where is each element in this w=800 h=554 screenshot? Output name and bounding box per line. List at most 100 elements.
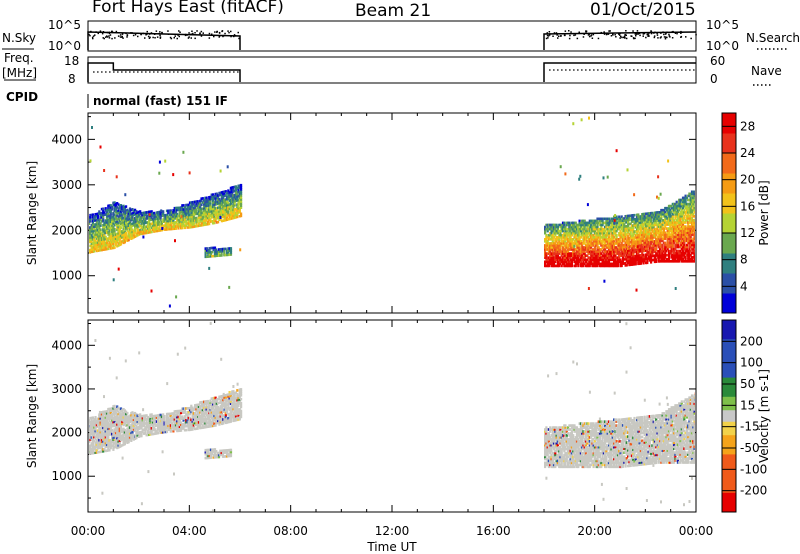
echo-cell xyxy=(211,211,215,215)
echo-cell xyxy=(546,227,549,231)
echo-cell xyxy=(639,247,642,251)
echo-cell xyxy=(620,250,623,253)
echo-cell xyxy=(552,264,556,268)
echo-cell xyxy=(118,231,121,234)
echo-cell xyxy=(549,244,552,247)
echo-cell xyxy=(646,212,649,215)
echo-cell xyxy=(165,228,169,231)
echo-cell xyxy=(662,233,665,237)
echo-cell xyxy=(145,215,148,218)
echo-cell xyxy=(570,231,573,235)
echo-cell xyxy=(683,211,686,214)
echo-cell xyxy=(675,256,678,259)
echo-cell xyxy=(586,250,589,253)
echo-cell xyxy=(670,253,673,257)
echo-cell xyxy=(565,252,568,255)
echo-cell xyxy=(222,194,225,198)
echo-cell xyxy=(688,229,691,232)
echo-cell xyxy=(107,214,110,218)
freq-trace-line-night xyxy=(543,62,696,82)
echo-cell xyxy=(122,219,125,222)
echo-cell xyxy=(624,237,627,241)
echo-cell xyxy=(121,205,124,208)
echo-cell xyxy=(104,209,107,212)
echo-cell xyxy=(647,222,650,225)
echo-cell xyxy=(550,227,553,231)
echo-cell xyxy=(583,225,586,229)
echo-cell xyxy=(623,229,626,232)
echo-cell xyxy=(234,207,238,211)
echo-cell xyxy=(209,197,212,201)
echo-cell xyxy=(642,247,645,251)
echo-cell xyxy=(131,234,134,238)
echo-cell xyxy=(615,225,618,229)
echo-cell xyxy=(208,206,211,209)
echo-cell xyxy=(648,244,651,248)
echo-cell xyxy=(642,261,645,265)
echo-cell xyxy=(561,233,565,237)
echo-cell xyxy=(112,236,115,239)
echo-cell xyxy=(163,214,166,217)
nsky-point xyxy=(634,33,637,35)
echo-cell xyxy=(629,261,632,264)
echo-cell xyxy=(659,256,662,259)
echo-cell xyxy=(689,219,692,222)
echo-cell xyxy=(655,242,658,245)
echo-cell xyxy=(105,439,109,443)
echo-cell xyxy=(205,255,209,258)
echo-cell xyxy=(655,223,658,227)
echo-cell xyxy=(559,244,562,247)
echo-cell xyxy=(544,256,547,259)
echo-cell xyxy=(642,235,645,238)
echo-cell xyxy=(172,209,175,212)
echo-cell xyxy=(563,233,566,237)
echo-cell xyxy=(560,264,563,268)
echo-cell xyxy=(657,237,660,241)
echo-cell xyxy=(666,211,669,214)
echo-cell xyxy=(644,245,648,248)
echo-cell xyxy=(114,208,117,212)
echo-cell xyxy=(100,432,103,436)
echo-cell xyxy=(102,223,105,227)
echo-cell xyxy=(114,239,117,243)
echo-cell xyxy=(227,201,230,205)
echo-cell xyxy=(674,229,677,232)
nsky-point xyxy=(632,30,634,32)
echo-cell xyxy=(104,241,107,245)
echo-cell xyxy=(606,221,609,225)
echo-cell xyxy=(575,227,579,231)
echo-cell xyxy=(114,241,117,245)
echo-cell xyxy=(590,262,593,266)
echo-cell xyxy=(108,222,111,226)
echo-cell xyxy=(614,217,617,221)
nave-label: Nave xyxy=(751,64,782,78)
echo-cell xyxy=(604,238,607,241)
echo-cell xyxy=(144,217,147,221)
echo-cell xyxy=(200,211,203,215)
echo-cell xyxy=(595,219,598,223)
echo-cell xyxy=(206,198,209,201)
echo-cell xyxy=(651,213,654,217)
echo-cell xyxy=(685,245,688,249)
echo-cell xyxy=(132,233,135,237)
echo-cell xyxy=(99,423,102,426)
echo-cell xyxy=(205,200,208,204)
echo-cell xyxy=(187,213,190,217)
echo-cell xyxy=(567,221,570,225)
echo-cell xyxy=(659,239,662,243)
echo-cell xyxy=(173,227,176,230)
echo-cell xyxy=(646,224,649,228)
echo-cell xyxy=(582,260,585,264)
echo-cell xyxy=(644,230,648,234)
echo-cell xyxy=(130,212,133,216)
echo-cell xyxy=(692,190,695,194)
echo-cell xyxy=(234,193,238,197)
echo-cell xyxy=(593,252,596,255)
echo-cell xyxy=(613,246,616,249)
echo-cell xyxy=(590,229,593,233)
echo-cell xyxy=(643,239,646,242)
echo-cell xyxy=(104,433,107,437)
nsky-point xyxy=(610,35,613,37)
echo-cell xyxy=(164,215,167,219)
echo-cell xyxy=(135,216,138,219)
